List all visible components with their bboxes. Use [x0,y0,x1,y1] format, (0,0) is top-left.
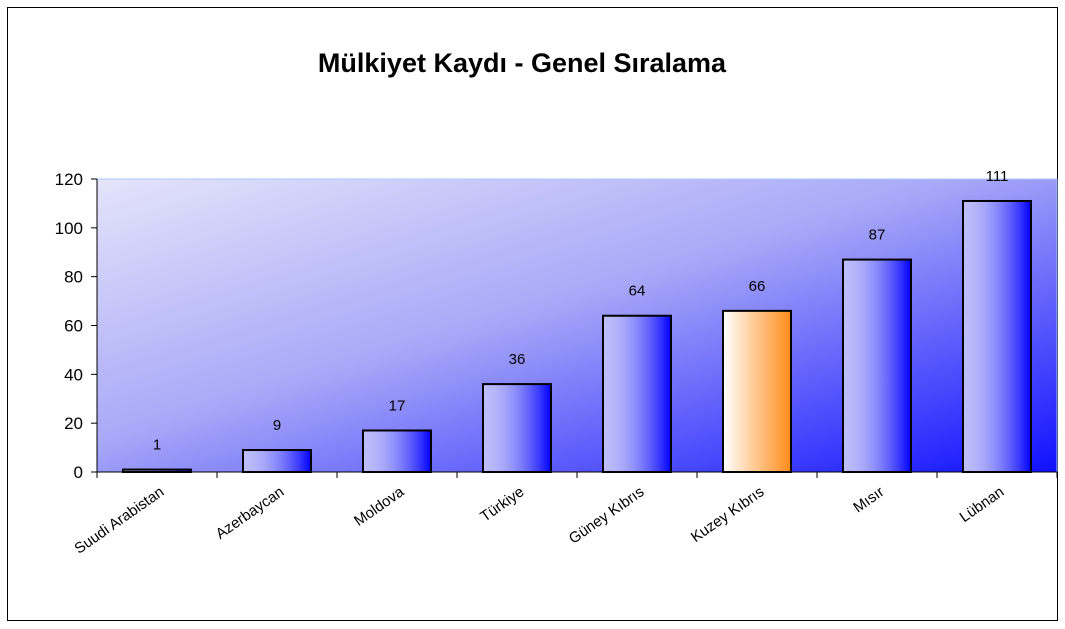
bar-shade [842,258,912,474]
value-label: 36 [509,351,526,368]
bar-shade [122,468,192,473]
bar-shade [242,449,312,473]
y-tick-label: 0 [74,463,83,482]
y-tick-label: 40 [64,365,83,384]
value-label: 1 [153,437,161,454]
chart-title: Mülkiyet Kaydı - Genel Sıralama [318,48,727,78]
y-tick-label: 100 [55,219,83,238]
bar-shade [482,383,552,474]
plot-area [96,178,1058,473]
y-tick-label: 120 [55,170,83,189]
bar-shade [362,429,432,474]
y-tick-label: 80 [64,268,83,287]
value-label: 111 [986,168,1009,185]
bar-shade [722,309,792,473]
value-label: 9 [273,417,281,434]
bar-shade [962,199,1032,473]
value-label: 87 [869,227,886,244]
value-label: 64 [629,283,646,300]
y-tick-label: 60 [64,317,83,336]
y-tick-label: 20 [64,414,83,433]
bar-shade [602,314,672,473]
value-label: 66 [749,278,766,295]
value-label: 17 [389,397,406,414]
